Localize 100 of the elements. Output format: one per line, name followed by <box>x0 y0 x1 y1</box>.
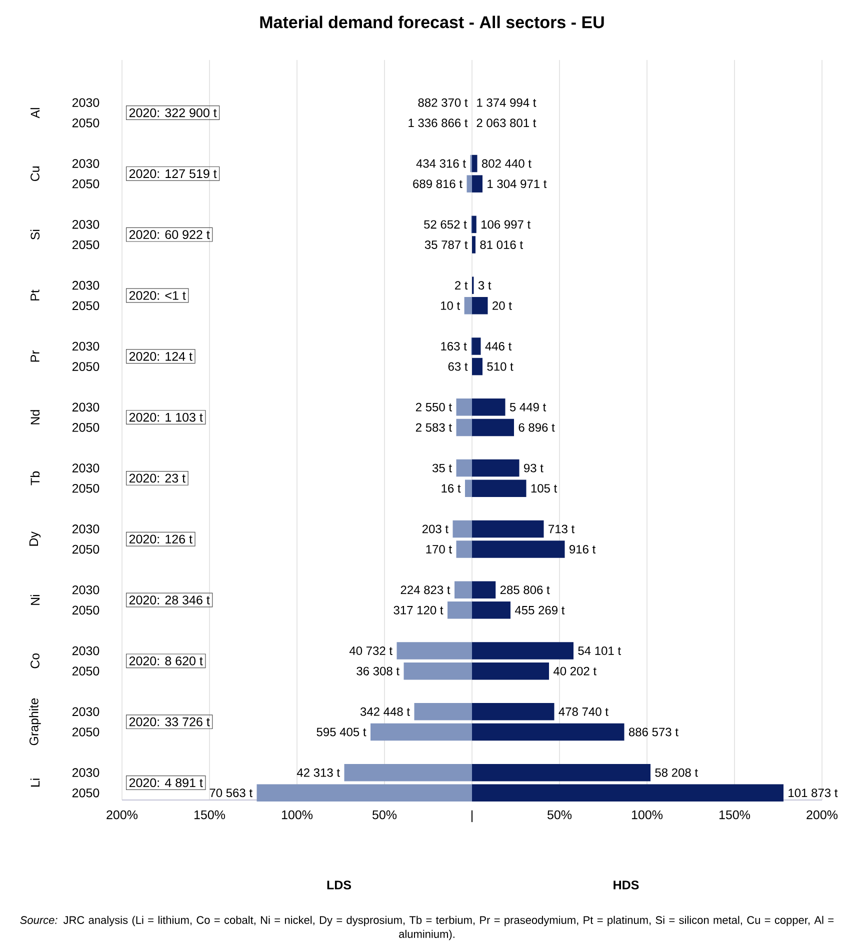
y-tick-label: 2050 <box>72 423 100 432</box>
annotation: 42 313 t <box>296 768 340 777</box>
bar <box>472 642 574 660</box>
annotation: 478 740 t <box>558 707 608 716</box>
bar <box>472 520 544 538</box>
annotation: 689 816 t <box>413 180 462 188</box>
bar <box>472 459 520 477</box>
bar <box>472 581 496 598</box>
annotation: 52 652 t <box>424 220 467 229</box>
annotation: 2 063 801 t <box>476 118 536 128</box>
bar <box>404 662 472 680</box>
bar <box>472 216 476 234</box>
bar <box>464 297 472 314</box>
annotation: 2020: 28 346 t <box>129 596 210 604</box>
text: Co <box>30 653 40 668</box>
x-tick-label: 150% <box>719 810 750 820</box>
bar <box>472 236 476 254</box>
bar <box>456 540 472 558</box>
bar <box>456 459 472 477</box>
bar <box>472 784 784 802</box>
annotation: 40 732 t <box>349 646 392 656</box>
x-tick-label: 50% <box>547 810 572 820</box>
annotation: 886 573 t <box>628 728 678 736</box>
annotation: 2020: 8 620 t <box>129 656 203 666</box>
y-tick-label: 2050 <box>72 301 100 310</box>
annotation: 916 t <box>570 545 596 554</box>
annotation: 10 t <box>440 301 460 310</box>
annotation: 434 316 t <box>416 159 466 168</box>
bar <box>456 398 472 416</box>
text: LDS <box>327 880 352 890</box>
annotation: 285 806 t <box>500 586 550 594</box>
text: HDS <box>614 880 639 890</box>
annotation: 2020: 322 900 t <box>129 108 217 118</box>
bar <box>454 581 472 598</box>
annotation: 2020: 4 891 t <box>129 778 203 788</box>
annotation: 1 336 866 t <box>408 118 468 128</box>
annotation: 882 370 t <box>418 98 468 107</box>
annotation: 2020: 60 922 t <box>129 230 210 240</box>
y-tick-label: 2050 <box>72 118 100 128</box>
annotation: 105 t <box>531 484 558 493</box>
bar <box>472 602 510 619</box>
text: Dy <box>29 532 41 546</box>
y-tick-label: 2050 <box>72 240 100 250</box>
annotation: 2 t <box>455 281 468 290</box>
x-tick-label: | <box>471 810 473 822</box>
annotation: 6 896 t <box>518 423 555 432</box>
y-tick-label: 2050 <box>72 544 100 554</box>
annotation: 5 449 t <box>510 402 546 412</box>
bar <box>472 662 550 680</box>
annotation: 510 t <box>487 362 514 371</box>
text: Nd <box>30 410 40 424</box>
text: Source: JRC analysis (Li = lithium, Co = cobalt, Ni = nickel, Dy = dysprosium, Tb = terbium, Pr = praseodymium, Pt = platinum, Si = silicon metal, Cu = copper, Al = aluminium). <box>20 916 834 940</box>
chart-title: Material demand forecast - All sectors - EU <box>260 16 604 28</box>
y-tick-label: 2050 <box>72 362 100 371</box>
annotation: 40 202 t <box>553 666 596 676</box>
text: Graphite <box>29 698 41 746</box>
y-tick-label: 2050 <box>72 728 100 736</box>
annotation: 54 101 t <box>578 646 621 656</box>
annotation: 2020: 126 t <box>129 534 192 544</box>
annotation: 170 t <box>426 545 452 554</box>
annotation: 106 997 t <box>481 220 531 229</box>
bar <box>465 480 472 497</box>
x-tick-label: 150% <box>194 810 226 820</box>
x-tick-label: 100% <box>632 810 663 820</box>
bar <box>472 338 481 355</box>
y-tick-label: 2050 <box>72 484 100 493</box>
y-tick-label: 2030 <box>72 585 100 594</box>
annotation: 16 t <box>442 484 461 493</box>
annotation: 595 405 t <box>316 728 366 736</box>
bar <box>414 703 472 720</box>
bar <box>472 398 506 416</box>
x-tick-label: 100% <box>282 810 313 820</box>
y-tick-label: 2050 <box>72 179 100 188</box>
bar <box>466 175 472 192</box>
bar <box>472 418 514 436</box>
annotation: 3 t <box>478 281 492 290</box>
y-tick-label: 2050 <box>72 606 100 615</box>
text: Pt <box>30 290 40 300</box>
bar <box>452 520 472 538</box>
annotation: 70 563 t <box>210 788 252 798</box>
text: Al <box>30 108 40 118</box>
annotation: 455 269 t <box>514 606 565 614</box>
annotation: 36 308 t <box>356 666 400 676</box>
bar <box>344 764 472 782</box>
text: Pr <box>30 350 40 362</box>
annotation: 203 t <box>422 524 448 534</box>
bar <box>472 297 488 314</box>
annotation: 342 448 t <box>360 707 410 716</box>
annotation: 2020: 124 t <box>129 352 192 361</box>
bar <box>396 642 472 660</box>
annotation: 446 t <box>485 342 512 350</box>
annotation: 81 016 t <box>480 240 523 249</box>
bar <box>370 723 472 741</box>
text: Si <box>30 230 40 240</box>
annotation: 35 787 t <box>424 240 468 249</box>
annotation: 2020: 33 726 t <box>129 717 210 726</box>
annotation: 35 t <box>432 464 452 472</box>
text: Li <box>30 778 40 787</box>
x-tick-label: 50% <box>372 810 397 820</box>
bar <box>472 764 651 782</box>
